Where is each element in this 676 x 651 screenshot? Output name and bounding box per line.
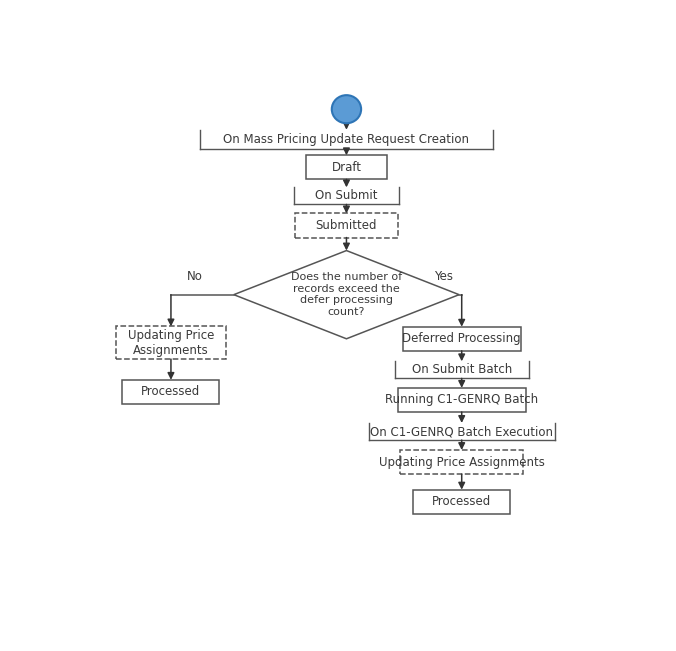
- Bar: [413, 490, 510, 514]
- Text: Yes: Yes: [434, 270, 453, 283]
- Text: Updating Price Assignments: Updating Price Assignments: [379, 456, 545, 469]
- Bar: [397, 388, 526, 412]
- Text: Processed: Processed: [141, 385, 201, 398]
- Text: Draft: Draft: [331, 161, 362, 174]
- Text: Processed: Processed: [432, 495, 491, 508]
- Text: Does the number of
records exceed the
defer processing
count?: Does the number of records exceed the de…: [291, 272, 402, 317]
- Text: Deferred Processing: Deferred Processing: [402, 332, 521, 345]
- Circle shape: [332, 95, 361, 123]
- Text: Updating Price
Assignments: Updating Price Assignments: [128, 329, 214, 357]
- Text: On Mass Pricing Update Request Creation: On Mass Pricing Update Request Creation: [224, 133, 469, 146]
- Text: Running C1-GENRQ Batch: Running C1-GENRQ Batch: [385, 393, 538, 406]
- Text: Submitted: Submitted: [316, 219, 377, 232]
- Bar: [403, 327, 521, 351]
- Bar: [295, 214, 397, 238]
- Text: On C1-GENRQ Batch Execution: On C1-GENRQ Batch Execution: [370, 425, 553, 438]
- Bar: [116, 327, 226, 359]
- Text: On Submit Batch: On Submit Batch: [412, 363, 512, 376]
- Text: On Submit: On Submit: [315, 189, 378, 202]
- Text: No: No: [187, 270, 202, 283]
- Polygon shape: [234, 251, 459, 339]
- Bar: [122, 380, 220, 404]
- Bar: [306, 156, 387, 180]
- Bar: [400, 450, 523, 474]
